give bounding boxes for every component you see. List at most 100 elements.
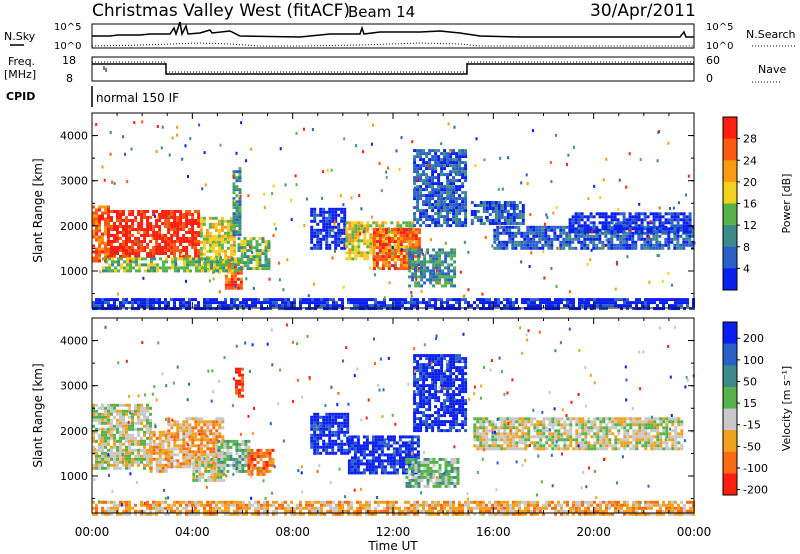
echo-cell [223, 439, 227, 443]
echo-cell [347, 471, 351, 475]
freq-unit-label: [MHz] [4, 68, 36, 81]
echo-cell [218, 435, 222, 439]
echo-cell [262, 463, 266, 467]
echo-cell [208, 246, 212, 250]
echo-cell [625, 246, 629, 250]
echo-cell [125, 463, 128, 467]
echo-cell [101, 235, 104, 239]
echo-cell [535, 228, 539, 232]
echo-cell [152, 304, 155, 308]
echo-cell [299, 298, 302, 302]
echo-cell [325, 225, 329, 229]
echo-cell [452, 179, 456, 183]
echo-cell [134, 240, 138, 243]
echo-cell [375, 246, 379, 250]
echo-cell [331, 207, 335, 211]
echo-cell [256, 472, 260, 476]
echo-cell [414, 237, 418, 241]
echo-cell [262, 451, 266, 455]
echo-cell [110, 430, 113, 434]
echo-cell [235, 176, 239, 180]
echo-cell [101, 403, 104, 407]
echo-cell [227, 277, 231, 281]
echo-cell [340, 246, 344, 250]
echo-cell [232, 212, 236, 216]
echo-cell [149, 460, 153, 464]
echo-cell [372, 228, 376, 232]
echo-cell [420, 263, 424, 267]
echo-cell [216, 478, 220, 482]
echo-cell [428, 167, 432, 171]
echo-cell [605, 298, 608, 302]
echo-cell [95, 211, 98, 215]
echo-cell [310, 439, 314, 443]
echo-cell [419, 197, 423, 201]
echo-cell [325, 421, 329, 425]
echo-cell [443, 152, 447, 156]
echo-cell [610, 218, 614, 222]
echo-cell [351, 251, 355, 255]
speckle-cell [400, 136, 403, 140]
echo-cell [147, 263, 150, 267]
speckle-cell [240, 121, 243, 125]
echo-cell [399, 252, 403, 256]
echo-cell [384, 255, 388, 259]
echo-cell [623, 304, 626, 308]
echo-cell [414, 228, 418, 232]
echo-cell [113, 240, 116, 243]
echo-cell [500, 222, 504, 225]
echo-cell [422, 209, 426, 213]
echo-cell [464, 197, 468, 201]
echo-cell [509, 213, 513, 216]
echo-cell [328, 246, 332, 250]
echo-cell [107, 421, 110, 425]
echo-cell [98, 307, 101, 311]
echo-cell [634, 246, 638, 250]
echo-cell [232, 185, 236, 189]
echo-cell [165, 266, 168, 270]
echo-cell [383, 438, 387, 442]
echo-cell [134, 427, 137, 431]
echo-cell [131, 451, 134, 455]
echo-cell [125, 445, 128, 449]
echo-cell [453, 272, 457, 276]
echo-cell [350, 468, 354, 472]
echo-cell [408, 269, 412, 273]
echo-cell [334, 412, 338, 416]
echo-cell [188, 240, 192, 243]
echo-cell [368, 471, 372, 475]
echo-cell [290, 304, 293, 308]
echo-cell [685, 224, 689, 228]
echo-cell [173, 222, 177, 225]
echo-cell [601, 243, 605, 247]
echo-cell [134, 439, 137, 443]
echo-cell [331, 430, 335, 434]
echo-cell [131, 427, 134, 431]
echo-cell [387, 267, 391, 271]
echo-cell [604, 221, 608, 225]
echo-cell [263, 298, 266, 302]
echo-cell [482, 298, 485, 302]
echo-cell [444, 278, 448, 282]
speckle-cell [234, 285, 237, 289]
echo-cell [226, 240, 230, 244]
echo-cell [583, 243, 587, 247]
echo-cell [311, 298, 314, 302]
echo-cell [107, 205, 110, 209]
echo-cell [326, 298, 329, 302]
nsearch-tick-top: 10^5 [706, 22, 733, 33]
echo-cell [655, 215, 659, 219]
echo-cell [345, 245, 349, 249]
echo-cell [316, 234, 320, 238]
echo-cell [238, 463, 242, 467]
echo-cell [453, 284, 457, 288]
echo-cell [202, 237, 206, 241]
echo-cell [137, 301, 140, 305]
echo-cell [458, 179, 462, 183]
echo-cell [440, 185, 444, 189]
echo-cell [343, 415, 347, 419]
echo-cell [206, 456, 210, 460]
echo-cell [198, 460, 202, 464]
echo-cell [577, 240, 581, 244]
echo-cell [113, 249, 116, 252]
